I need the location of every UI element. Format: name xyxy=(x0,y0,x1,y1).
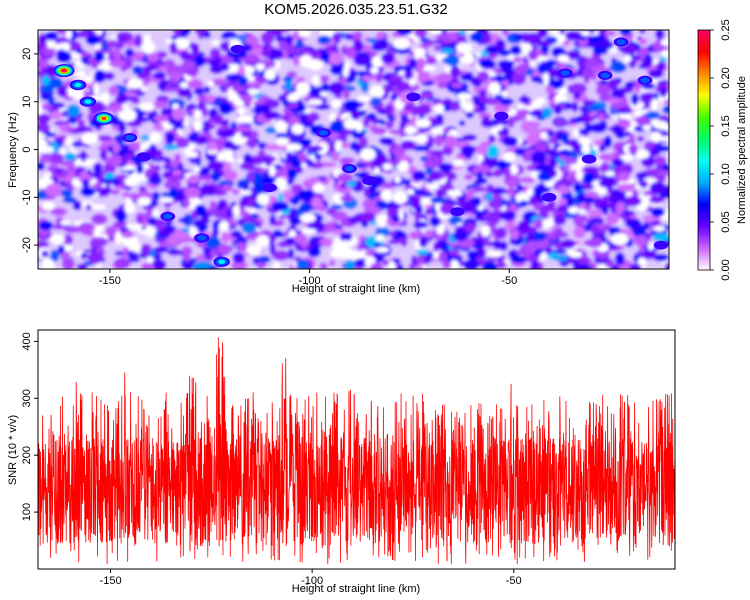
snr-x-ticks: -150 -100 -50 xyxy=(100,569,522,587)
spectrogram-peak xyxy=(136,152,152,162)
colorbar-scale xyxy=(697,29,711,271)
spectrogram-peak xyxy=(213,256,230,267)
y-tick-label: 10 xyxy=(21,96,33,108)
snr-y-label: SNR (10 * v/v) xyxy=(7,415,19,485)
spectrogram-peak xyxy=(316,128,331,138)
spectrogram-peak xyxy=(362,176,377,186)
spectrogram-peak xyxy=(653,240,669,250)
x-tick-label: -150 xyxy=(100,575,122,587)
y-tick-label: -20 xyxy=(21,237,33,253)
spectrogram-peak xyxy=(342,164,357,174)
colorbar-tick-label: 0.20 xyxy=(720,67,732,88)
spectrogram-x-ticks: -150 -100 -50 xyxy=(99,269,517,287)
x-tick-label: -50 xyxy=(501,275,517,287)
colorbar-label: Normalized spectral amplitude xyxy=(736,76,748,224)
figure-title: KOM5.2026.035.23.51.G32 xyxy=(264,1,447,18)
spectrogram-peak xyxy=(194,233,210,243)
colorbar-tick-label: 0.05 xyxy=(720,211,732,232)
spectrogram-peak xyxy=(557,68,573,78)
snr-line xyxy=(38,337,675,565)
spectrogram-peaks xyxy=(53,37,669,267)
y-tick-label: 200 xyxy=(21,446,33,464)
colorbar-tick-label: 0.15 xyxy=(720,115,732,136)
spectrogram-peak xyxy=(262,183,277,193)
snr-y-ticks: 100 200 300 400 xyxy=(21,332,38,521)
spectrogram-peak xyxy=(406,92,421,102)
y-tick-label: 20 xyxy=(21,48,33,60)
colorbar-tick-label: 0.25 xyxy=(720,19,732,40)
y-tick-label: 400 xyxy=(21,332,33,350)
y-tick-label: 100 xyxy=(21,503,33,521)
spectrogram-peak xyxy=(450,207,465,217)
x-tick-label: -100 xyxy=(299,275,321,287)
spectrogram-x-label: Height of straight line (km) xyxy=(292,283,420,295)
spectrogram-field xyxy=(38,30,669,269)
spectrogram-peak xyxy=(613,37,629,47)
spectrogram-peak xyxy=(122,133,138,143)
x-tick-label: -50 xyxy=(506,575,522,587)
y-tick-label: 0 xyxy=(21,146,33,152)
colorbar-ticks: 0.00 0.05 0.10 0.15 0.20 0.25 xyxy=(710,19,732,281)
spectrogram-peak xyxy=(160,211,176,221)
snr-x-label: Height of straight line (km) xyxy=(292,583,420,595)
spectrogram-peak xyxy=(93,112,115,125)
x-tick-label: -100 xyxy=(301,575,323,587)
colorbar-tick-label: 0.00 xyxy=(720,259,732,280)
y-tick-label: -10 xyxy=(21,189,33,205)
x-tick-label: -150 xyxy=(99,275,121,287)
spectrogram-peak xyxy=(597,70,613,80)
spectrogram-peak xyxy=(581,154,597,164)
spectrogram-peak xyxy=(69,79,87,91)
spectrogram-peak xyxy=(541,192,557,202)
spectrogram-noise-texture xyxy=(38,30,669,269)
snr-series xyxy=(38,337,675,565)
y-tick-label: 300 xyxy=(21,389,33,407)
spectrogram-peak xyxy=(637,75,653,85)
spectrogram-peak xyxy=(53,64,75,78)
colorbar-tick-label: 0.10 xyxy=(720,163,732,184)
snr-frame xyxy=(37,329,676,570)
spectrogram-y-ticks: -20 -10 0 10 20 xyxy=(21,48,38,253)
colorbar: 0.00 0.05 0.10 0.15 0.20 0.25 Normalized spec… xyxy=(697,19,748,281)
snr-chart: -150 -100 -50 100 200 300 400 Height of strai… xyxy=(7,329,676,595)
spectrogram-peak xyxy=(230,44,245,54)
spectrogram-peak xyxy=(79,96,97,107)
spectrogram-peak xyxy=(494,111,509,121)
spectrogram-y-label: Frequency (Hz) xyxy=(7,112,19,188)
